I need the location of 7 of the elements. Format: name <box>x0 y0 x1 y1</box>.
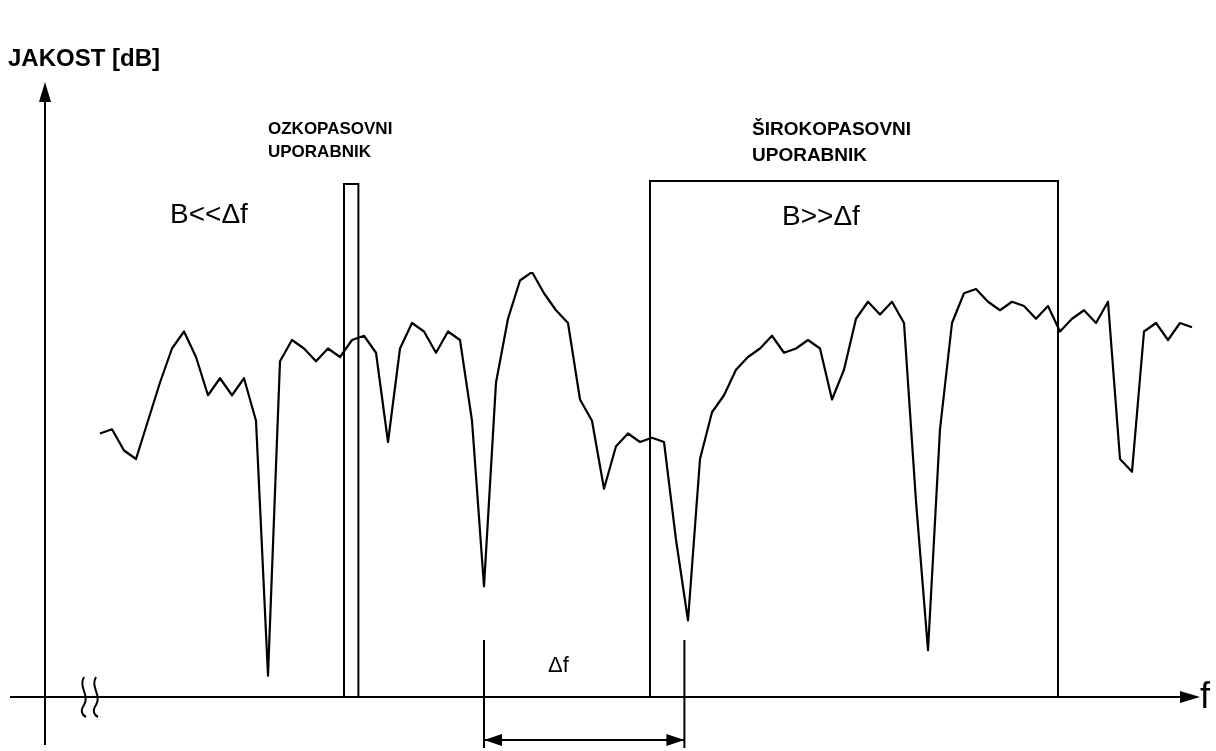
text: JAKOST [dB] <box>8 44 160 72</box>
text: B<<Δf <box>170 198 248 230</box>
text: OZKOPASOVNI UPORABNIK <box>268 118 394 163</box>
annotation: Δf <box>548 652 569 678</box>
text: ŠIROKOPASOVNI UPORABNIK <box>752 117 913 167</box>
x-axis-title: f <box>1200 675 1211 717</box>
text: B>>Δf <box>782 200 860 232</box>
